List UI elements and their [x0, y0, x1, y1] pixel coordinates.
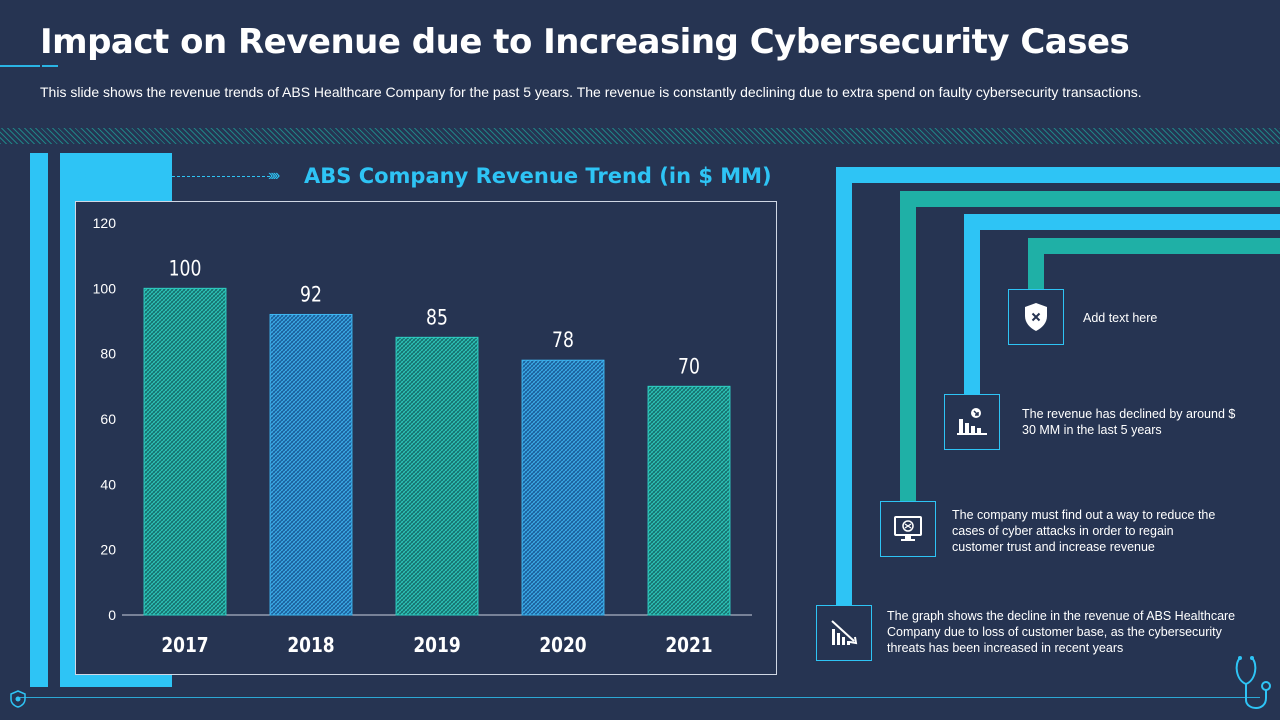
insight-3-text: The company must find out a way to reduc…	[952, 508, 1216, 554]
downtrend-bars-icon	[831, 620, 858, 645]
data-label-2020: 78	[552, 328, 574, 353]
footer-rule	[20, 697, 1260, 698]
data-label-2021: 70	[678, 354, 700, 379]
bar-2019	[395, 336, 479, 616]
y-tick-label: 0	[108, 607, 116, 623]
x-tick-label-2018: 2018	[287, 635, 334, 658]
insight-1-text: Add text here	[1083, 311, 1158, 325]
data-label-2019: 85	[426, 305, 448, 330]
insight-2-text: The revenue has declined by around $ 30 …	[1022, 407, 1236, 437]
connector-line-2-vertical	[964, 214, 980, 394]
insight-4-icon-box	[816, 605, 872, 661]
slide-subtitle: This slide shows the revenue trends of A…	[40, 84, 1142, 100]
title-underline-accent	[42, 65, 58, 67]
insight-4-text: The graph shows the decline in the reven…	[887, 609, 1236, 655]
y-tick-label: 20	[100, 542, 116, 558]
decorative-left-stripe	[30, 153, 48, 687]
connector-line-3-vertical	[900, 191, 916, 501]
insight-3-icon-box	[880, 501, 936, 557]
chart-title-dot	[78, 172, 86, 180]
y-tick-label: 80	[100, 346, 116, 362]
y-tick-label: 60	[100, 411, 116, 427]
chart-title: ABS Company Revenue Trend (in $ MM)	[304, 164, 772, 188]
chart-title-connector	[82, 176, 270, 177]
y-tick-label: 120	[93, 215, 117, 231]
data-label-2018: 92	[300, 282, 322, 307]
title-underline	[0, 65, 40, 67]
y-tick-label: 100	[93, 280, 117, 296]
x-tick-label-2020: 2020	[539, 635, 586, 658]
x-tick-label-2019: 2019	[413, 635, 460, 658]
insight-1-icon-box	[1008, 289, 1064, 345]
shield-x-icon	[1025, 303, 1047, 331]
bar-2018	[269, 313, 353, 616]
computer-alert-icon	[894, 516, 922, 541]
bar-2020	[521, 359, 605, 616]
bar-2017	[143, 287, 227, 616]
stethoscope-icon	[1235, 656, 1271, 709]
connector-line-3-horizontal	[900, 191, 1280, 207]
bar-2021	[647, 385, 731, 616]
shield-icon	[10, 690, 26, 708]
slide-title: Impact on Revenue due to Increasing Cybe…	[40, 22, 1130, 62]
connector-line-2-horizontal	[964, 214, 1280, 230]
connector-line-4-horizontal	[836, 167, 1280, 183]
x-tick-label-2017: 2017	[161, 635, 208, 658]
insight-2-icon-box	[944, 394, 1000, 450]
declining-chart-icon	[957, 408, 987, 435]
connector-line-1-horizontal	[1028, 238, 1280, 254]
decorative-hatch-band	[0, 128, 1280, 144]
data-label-2017: 100	[169, 256, 202, 281]
y-tick-label: 40	[100, 476, 116, 492]
x-tick-label-2021: 2021	[665, 635, 712, 658]
connector-line-4-vertical	[836, 167, 852, 605]
